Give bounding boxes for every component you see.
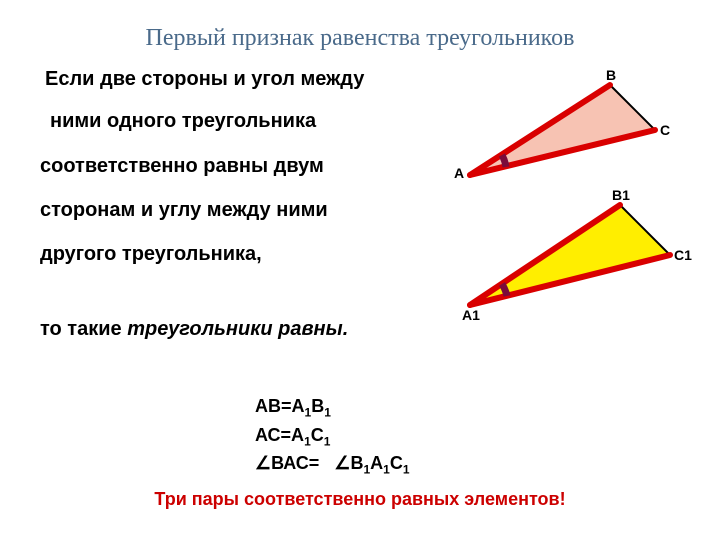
triangle-1-label-a: А <box>454 165 464 181</box>
theorem-line-6a: то такие <box>40 318 127 340</box>
theorem-line-5: другого треугольника, <box>40 243 262 266</box>
theorem-line-1: Если две стороны и угол между <box>45 68 364 91</box>
triangle-1: А В С <box>460 75 680 185</box>
triangle-2-label-c: С1 <box>674 247 692 263</box>
theorem-line-4: сторонам и углу между ними <box>40 199 328 222</box>
equation-2: АС=А1С1 <box>255 424 410 453</box>
theorem-line-6b: треугольники равны. <box>127 318 348 340</box>
triangle-2: А1 В1 С1 <box>460 195 690 315</box>
theorem-line-2: ними одного треугольника <box>50 110 316 133</box>
triangle-2-label-a: А1 <box>462 307 480 323</box>
triangle-1-label-b: В <box>606 67 616 83</box>
equation-3: ∠ВАС= ∠В1А1С1 <box>255 452 410 481</box>
triangle-1-angle-arc <box>502 155 506 167</box>
equation-1: АВ=А1В1 <box>255 395 410 424</box>
theorem-line-6: то такие треугольники равны. <box>40 318 348 341</box>
triangle-2-label-b: В1 <box>612 187 630 203</box>
footer-text: Три пары соответственно равных элементов… <box>0 489 720 510</box>
theorem-line-3: соответственно равны двум <box>40 155 324 178</box>
equations-block: АВ=А1В1 АС=А1С1 ∠ВАС= ∠В1А1С1 <box>255 395 410 481</box>
triangle-2-fill <box>470 205 670 305</box>
slide-title: Первый признак равенства треугольников <box>0 25 720 52</box>
triangle-1-fill <box>470 85 655 175</box>
triangle-1-label-c: С <box>660 122 670 138</box>
